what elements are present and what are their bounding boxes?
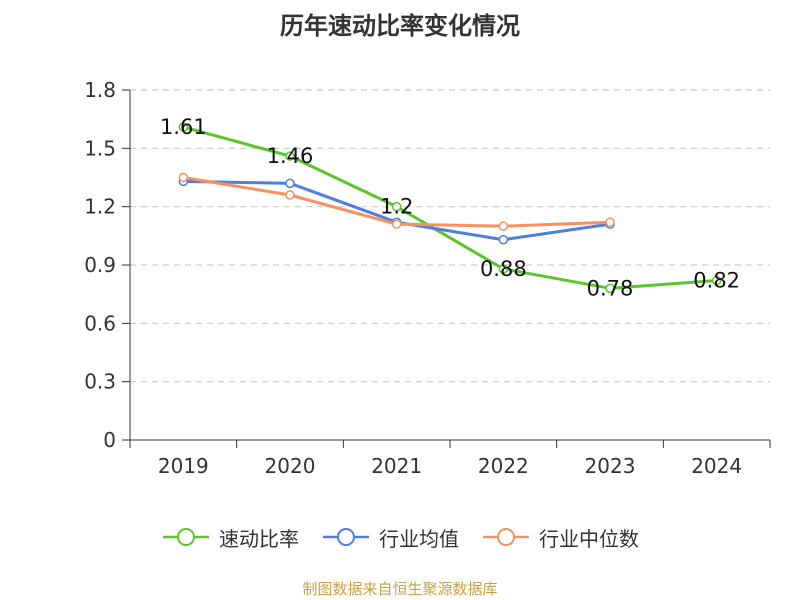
chart-title: 历年速动比率变化情况	[280, 12, 520, 40]
data-label: 1.61	[160, 115, 207, 139]
data-label: 0.82	[693, 269, 740, 293]
data-label: 1.2	[380, 195, 413, 219]
x-tick-label: 2023	[585, 454, 636, 478]
data-point	[711, 275, 722, 286]
legend-item[interactable]: 速动比率	[161, 523, 299, 552]
legend-label: 行业均值	[379, 526, 459, 551]
data-point	[498, 234, 509, 245]
data-labels: 1.61 1.46 1.2 0.88 0.78 0.82	[160, 115, 740, 300]
legend-swatch-icon	[323, 528, 369, 546]
legend-swatch-icon	[483, 528, 529, 546]
legend: 速动比率 行业均值 行业中位数	[0, 520, 800, 554]
data-point	[178, 122, 189, 132]
y-tick-label: 0.3	[84, 370, 116, 394]
legend-swatch-icon	[163, 528, 209, 546]
x-tick-label: 2024	[691, 454, 742, 478]
y-tick-label: 0.6	[84, 311, 116, 335]
data-point	[391, 219, 402, 229]
data-point	[285, 190, 295, 200]
data-point	[391, 201, 402, 212]
axes: 0 0.3 0.6 0.9 1.2 1.5 1.8 2019 2020 2021 2022 2023 2…	[84, 78, 771, 478]
series-lines	[178, 122, 722, 294]
data-point	[605, 217, 615, 227]
y-tick-label: 1.5	[84, 136, 116, 160]
legend-label: 速动比率	[219, 526, 299, 551]
legend-label: 行业中位数	[539, 526, 639, 551]
data-point	[605, 283, 615, 294]
y-tick-label: 0.9	[84, 253, 116, 277]
x-tick-label: 2021	[371, 454, 422, 478]
data-point	[285, 178, 295, 189]
x-tick-label: 2022	[478, 454, 529, 478]
legend-item[interactable]: 行业中位数	[481, 523, 639, 552]
data-label: 1.46	[267, 144, 314, 168]
data-point	[285, 151, 295, 161]
series-line	[182, 125, 717, 290]
data-point	[498, 264, 509, 274]
gridlines	[130, 89, 770, 383]
data-label: 0.88	[480, 257, 527, 281]
y-tick-label: 1.2	[84, 195, 116, 219]
data-point	[178, 172, 189, 183]
x-tick-label: 2019	[158, 454, 209, 478]
data-point	[498, 221, 509, 231]
y-tick-label: 1.8	[84, 78, 116, 102]
y-tick-label: 0	[103, 428, 116, 452]
data-label: 0.78	[587, 276, 634, 300]
source-note: 制图数据来自恒生聚源数据库	[302, 580, 498, 598]
legend-item[interactable]: 行业均值	[321, 523, 459, 552]
x-tick-label: 2020	[265, 454, 316, 478]
